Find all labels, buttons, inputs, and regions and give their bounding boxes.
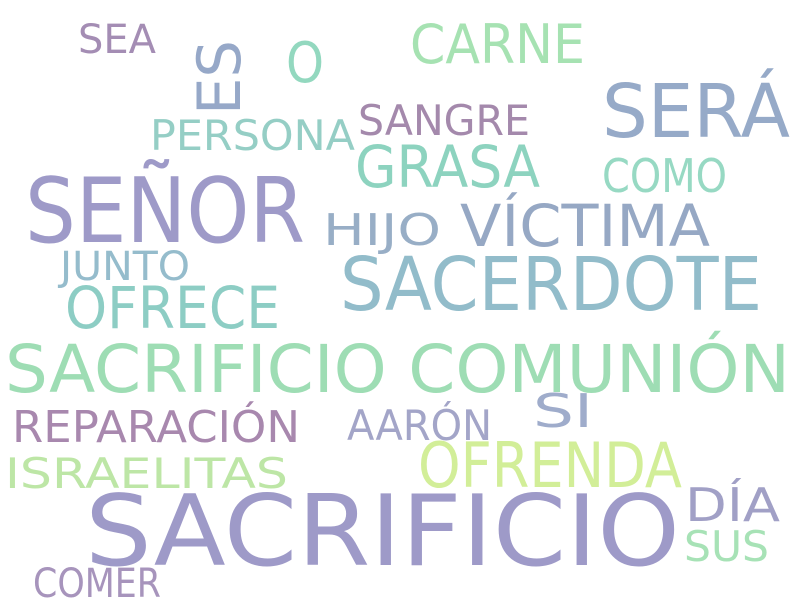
word-sea: SEA bbox=[78, 17, 157, 63]
word-ofrenda: OFRENDA bbox=[418, 429, 682, 502]
word-sera: SERÁ bbox=[602, 67, 790, 155]
word-junto: JUNTO bbox=[57, 244, 190, 290]
word-persona: PERSONA bbox=[150, 111, 355, 160]
word-israelitas: ISRAELITAS bbox=[5, 449, 288, 498]
word-victima: VÍCTIMA bbox=[460, 191, 710, 260]
word-grasa: GRASA bbox=[355, 133, 540, 201]
word-dia: DÍA bbox=[685, 478, 781, 532]
word-sacerdote: SACERDOTE bbox=[340, 242, 762, 328]
word-reparacion: REPARACIÓN bbox=[12, 400, 300, 453]
word-es: ES bbox=[185, 40, 255, 115]
word-hijo: HIJO bbox=[323, 205, 441, 256]
word-carne: CARNE bbox=[410, 13, 585, 76]
word-aaron: AARÓN bbox=[347, 400, 492, 450]
word-sacrificio: SACRIFICIO bbox=[85, 475, 680, 589]
word-si: SI bbox=[533, 384, 593, 438]
word-o: O bbox=[286, 31, 324, 96]
word-ofrece: OFRECE bbox=[65, 274, 280, 342]
word-senor: SEÑOR bbox=[25, 158, 305, 264]
word-sus: SUS bbox=[684, 522, 769, 571]
word-sacrificio-comunion: SACRIFICIO COMUNIÓN bbox=[5, 331, 790, 408]
word-como: COMO bbox=[602, 149, 727, 203]
word-sangre: SANGRE bbox=[358, 96, 530, 145]
word-comer: COMER bbox=[33, 561, 161, 600]
